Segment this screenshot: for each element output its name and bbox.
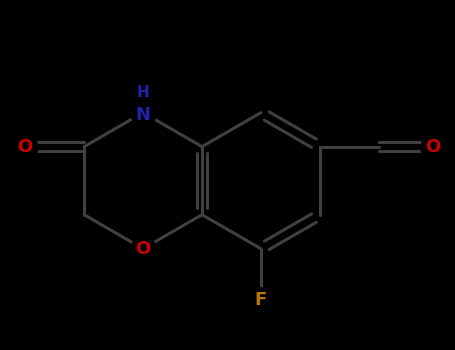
Text: O: O — [136, 240, 151, 258]
Text: F: F — [255, 291, 267, 309]
Text: O: O — [17, 138, 32, 156]
Text: O: O — [425, 138, 441, 156]
Text: N: N — [136, 106, 151, 125]
Text: H: H — [136, 85, 149, 100]
